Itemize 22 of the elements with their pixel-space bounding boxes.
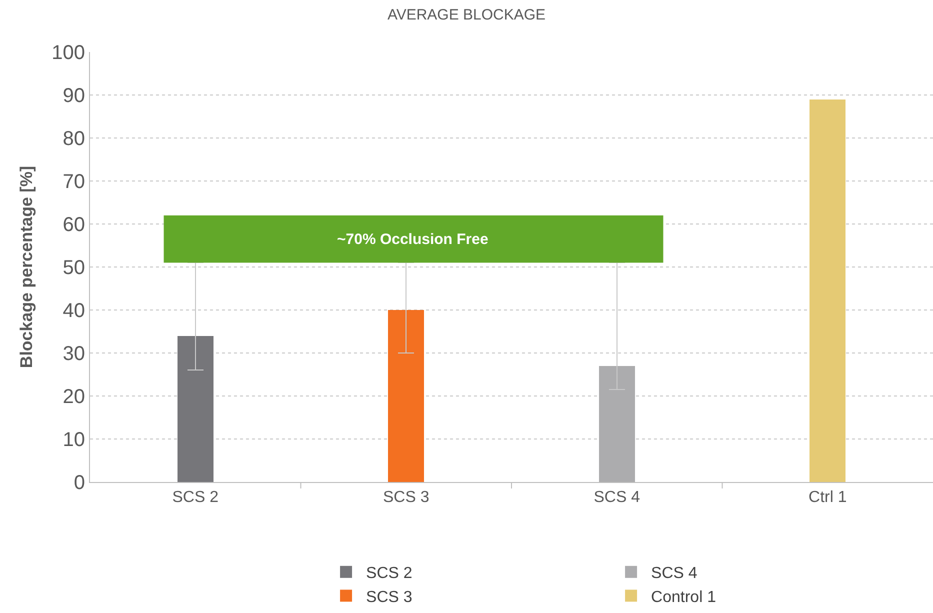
legend-label: SCS 3 — [366, 588, 412, 606]
y-axis-title: Blockage percentage [%] — [17, 166, 36, 368]
legend-label: Control 1 — [651, 588, 716, 606]
y-tick-label: 10 — [62, 429, 85, 451]
chart-title: AVERAGE BLOCKAGE — [387, 6, 546, 24]
y-tick-label: 40 — [62, 300, 85, 322]
y-tick-label: 0 — [74, 472, 85, 494]
y-tick-label: 50 — [62, 257, 85, 279]
y-tick-label: 90 — [62, 85, 85, 107]
y-tick-label: 60 — [62, 214, 85, 236]
legend-label: SCS 2 — [366, 565, 412, 582]
y-tick-label: 20 — [62, 386, 85, 408]
annotation: ~70% Occlusion Free — [337, 231, 488, 248]
y-tick-label: 30 — [62, 343, 85, 365]
y-tick-label: 80 — [62, 128, 85, 150]
legend-label: SCS 4 — [651, 565, 698, 582]
x-tick-label: SCS 3 — [383, 489, 430, 506]
x-tick-label: SCS 4 — [594, 489, 640, 506]
y-tick-label: 100 — [52, 42, 85, 64]
x-tick-label: Ctrl 1 — [808, 489, 847, 506]
y-tick-label: 70 — [62, 171, 85, 193]
x-tick-label: SCS 2 — [172, 489, 219, 506]
